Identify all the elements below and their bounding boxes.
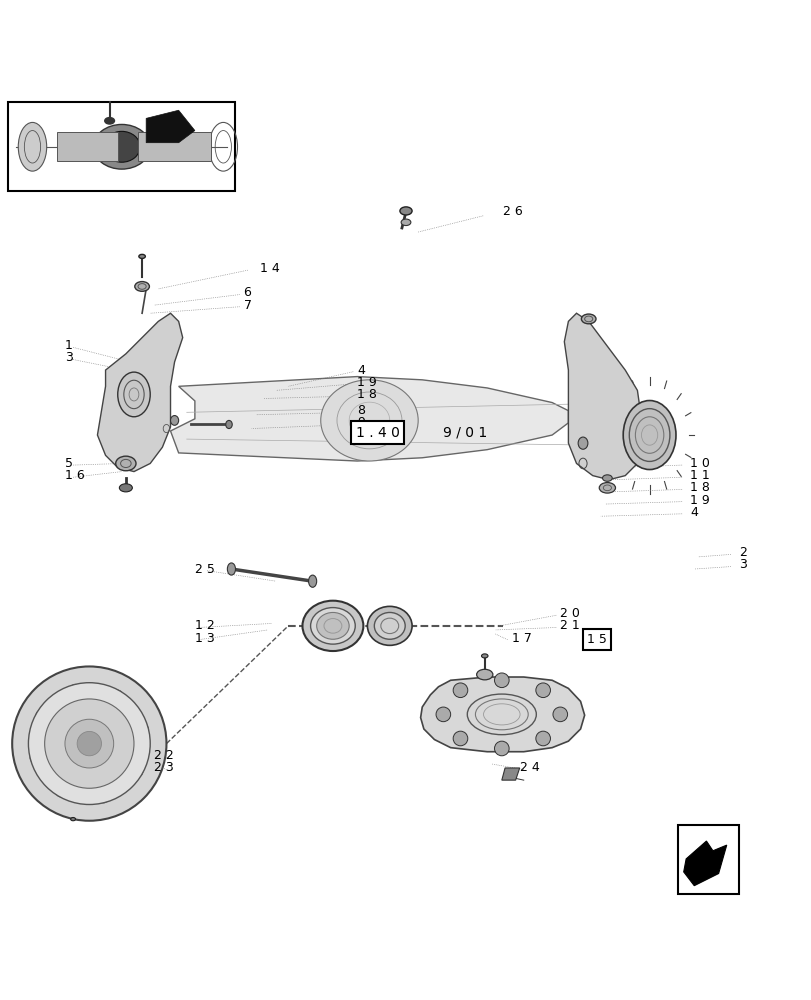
Circle shape [552,707,567,722]
Text: 2 0: 2 0 [560,607,579,620]
Text: 1 4: 1 4 [260,262,279,275]
Ellipse shape [602,475,611,481]
Text: 1 8: 1 8 [357,388,376,401]
Text: 2 2: 2 2 [154,749,174,762]
Polygon shape [564,313,645,480]
Circle shape [54,781,71,797]
Polygon shape [146,110,195,143]
Ellipse shape [401,219,410,226]
Circle shape [127,762,143,778]
Circle shape [535,731,550,746]
Text: 2 3: 2 3 [154,761,174,774]
Circle shape [494,741,508,756]
Ellipse shape [599,483,615,493]
Text: 6: 6 [243,286,251,299]
Ellipse shape [103,131,139,162]
Text: 9 / 0 1: 9 / 0 1 [442,426,486,440]
Circle shape [30,749,46,765]
Ellipse shape [135,282,149,291]
Text: 2 5: 2 5 [195,563,214,576]
Text: 1 5: 1 5 [586,633,606,646]
Circle shape [45,699,134,788]
Polygon shape [683,841,726,886]
Circle shape [535,683,550,698]
Ellipse shape [308,575,316,587]
Circle shape [132,722,148,738]
Ellipse shape [227,563,235,575]
Text: 1 7: 1 7 [511,632,530,645]
Circle shape [36,709,52,725]
Ellipse shape [481,654,487,658]
Ellipse shape [367,606,411,645]
Ellipse shape [476,669,492,680]
Text: 1 3: 1 3 [195,632,214,645]
Ellipse shape [581,314,595,324]
Circle shape [107,690,123,706]
Ellipse shape [399,207,411,215]
Text: 4: 4 [689,506,697,519]
Bar [138,132,211,161]
Text: 2: 2 [738,546,746,559]
Circle shape [453,731,467,746]
Ellipse shape [320,380,418,461]
Text: 1 . 4 0: 1 . 4 0 [355,426,399,440]
Ellipse shape [71,817,75,821]
Polygon shape [170,377,568,461]
Ellipse shape [115,456,135,471]
Bar [57,132,118,161]
Circle shape [95,786,111,803]
Text: 1 0: 1 0 [689,457,709,470]
Text: 9: 9 [357,416,365,429]
Text: 1 1: 1 1 [689,469,709,482]
Polygon shape [501,768,519,780]
Text: 5: 5 [65,457,73,470]
Text: 1 9: 1 9 [357,376,376,389]
Circle shape [494,673,508,688]
Circle shape [12,666,166,821]
Text: 2 4: 2 4 [519,761,539,774]
Ellipse shape [119,484,132,492]
Text: 1 2: 1 2 [195,619,214,632]
Text: 8: 8 [357,404,365,417]
Ellipse shape [623,401,675,470]
Ellipse shape [139,254,145,258]
Ellipse shape [225,420,232,429]
Ellipse shape [302,601,363,651]
Circle shape [453,683,467,698]
Circle shape [77,731,101,756]
Circle shape [436,707,450,722]
Ellipse shape [316,612,349,639]
Ellipse shape [18,122,46,171]
Text: 3: 3 [65,351,73,364]
Text: 1 8: 1 8 [689,481,709,494]
Text: 4: 4 [357,364,365,377]
Text: 7: 7 [243,299,251,312]
Circle shape [67,684,84,701]
Ellipse shape [374,612,405,639]
Ellipse shape [118,372,150,417]
Ellipse shape [577,437,587,449]
Text: 1 6: 1 6 [65,469,84,482]
Circle shape [28,683,150,804]
Text: 1 9: 1 9 [689,493,709,506]
Circle shape [65,719,114,768]
Polygon shape [420,677,584,752]
Text: 2 6: 2 6 [503,205,522,218]
Polygon shape [97,313,182,472]
Bar [677,825,738,894]
Ellipse shape [310,608,354,644]
Ellipse shape [93,124,150,169]
Ellipse shape [170,416,178,425]
Text: 1: 1 [65,339,73,352]
Bar [8,102,235,191]
Text: 2 1: 2 1 [560,619,579,632]
Text: 3: 3 [738,558,746,571]
Ellipse shape [105,118,114,124]
